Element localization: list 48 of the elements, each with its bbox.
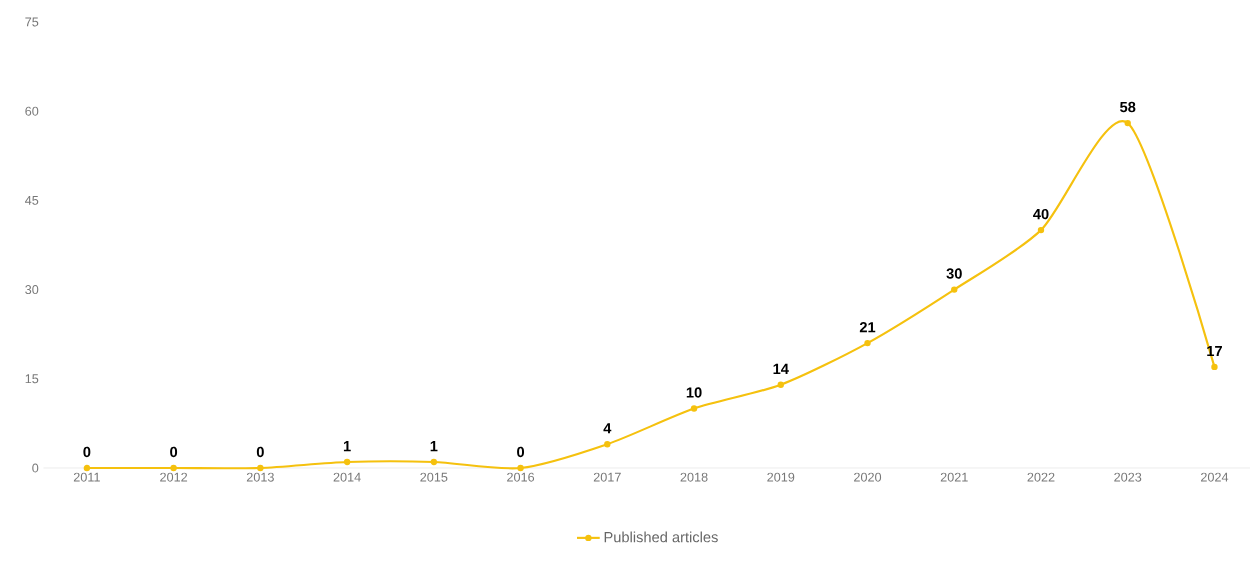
data-label: 1 (343, 441, 351, 452)
x-tick-label: 2018 (680, 472, 708, 482)
point (83, 464, 91, 472)
x-tick-label: 2022 (1027, 472, 1055, 482)
point (430, 458, 438, 466)
x-tick-label: 2017 (593, 472, 621, 482)
point (343, 458, 351, 466)
point (1124, 119, 1131, 127)
data-label: 30 (946, 268, 962, 279)
point (690, 405, 698, 412)
point (517, 464, 524, 472)
x-tick-label: 2011 (73, 472, 100, 482)
data-label: 1 (430, 441, 438, 452)
data-label: 21 (859, 322, 876, 333)
data-label: 10 (686, 387, 702, 398)
data-label: 58 (1120, 101, 1136, 113)
x-tick-label: 2021 (940, 472, 968, 482)
point (257, 464, 264, 472)
x-tick-label: 2014 (333, 472, 361, 482)
point (1211, 363, 1218, 371)
data-label: 40 (1033, 208, 1049, 220)
data-label: 0 (83, 446, 91, 458)
point (864, 339, 871, 347)
data-label: 4 (603, 423, 612, 434)
y-tick-label: 30 (25, 285, 39, 295)
x-tick-label: 2013 (246, 472, 274, 482)
point (170, 464, 177, 472)
data-label: 0 (517, 446, 525, 458)
data-label: 0 (256, 446, 264, 458)
data-label: 14 (773, 363, 789, 374)
legend-label: Published articles (604, 531, 718, 543)
y-tick-label: 15 (25, 374, 39, 384)
point (951, 286, 958, 293)
x-tick-label: 2015 (420, 472, 448, 482)
x-tick-label: 2016 (507, 472, 535, 482)
point (1037, 226, 1045, 234)
x-tick-label: 2019 (767, 472, 795, 482)
data-label: 0 (170, 446, 178, 458)
y-tick-label: 45 (25, 195, 39, 205)
point (604, 441, 611, 448)
x-tick-label: 2020 (854, 472, 882, 482)
x-tick-label: 2023 (1114, 472, 1142, 482)
y-tick-label: 0 (32, 463, 39, 473)
x-tick-label: 2024 (1201, 472, 1229, 482)
point (777, 381, 784, 388)
x-tick-label: 2012 (160, 472, 188, 482)
y-tick-label: 60 (25, 106, 39, 116)
y-tick-label: 75 (25, 17, 39, 27)
